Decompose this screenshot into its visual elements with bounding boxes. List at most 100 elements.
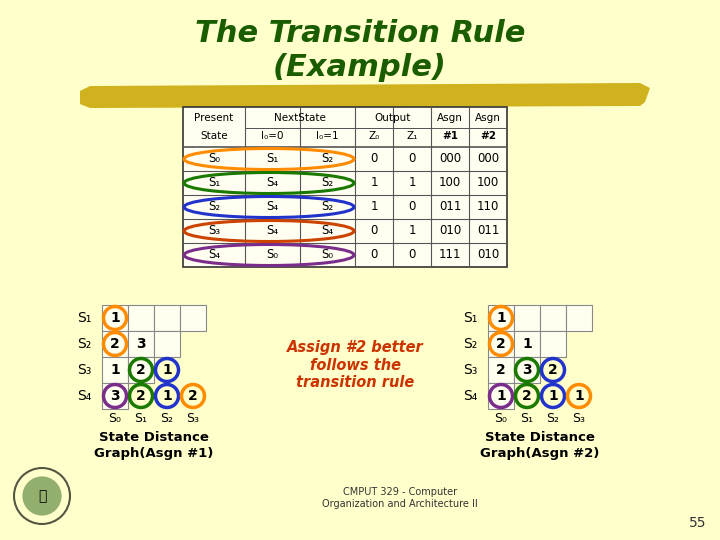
Text: I₀=0: I₀=0 bbox=[261, 131, 284, 141]
FancyBboxPatch shape bbox=[154, 331, 180, 357]
Text: S₃: S₃ bbox=[186, 413, 199, 426]
FancyBboxPatch shape bbox=[540, 331, 566, 357]
Text: 1: 1 bbox=[496, 311, 506, 325]
Text: S₀: S₀ bbox=[495, 413, 508, 426]
Text: S₄: S₄ bbox=[77, 389, 91, 403]
Text: 1: 1 bbox=[110, 363, 120, 377]
Text: S₀: S₀ bbox=[208, 152, 220, 165]
Text: Z₁: Z₁ bbox=[406, 131, 418, 141]
Text: 3: 3 bbox=[110, 389, 120, 403]
Text: 0: 0 bbox=[370, 152, 378, 165]
FancyBboxPatch shape bbox=[488, 305, 514, 331]
FancyBboxPatch shape bbox=[514, 305, 540, 331]
Text: #2: #2 bbox=[480, 131, 496, 141]
Text: S₂: S₂ bbox=[321, 177, 333, 190]
FancyBboxPatch shape bbox=[102, 357, 128, 383]
Text: 000: 000 bbox=[477, 152, 499, 165]
Text: 0: 0 bbox=[408, 248, 415, 261]
Text: S₁: S₁ bbox=[521, 413, 534, 426]
Text: S₂: S₂ bbox=[321, 200, 333, 213]
FancyBboxPatch shape bbox=[514, 357, 540, 383]
Text: 2: 2 bbox=[110, 337, 120, 351]
Text: S₀: S₀ bbox=[266, 248, 279, 261]
Text: Present: Present bbox=[194, 113, 233, 123]
Text: S₄: S₄ bbox=[266, 225, 279, 238]
Text: 0: 0 bbox=[408, 200, 415, 213]
Text: 2: 2 bbox=[188, 389, 198, 403]
Text: Asgn: Asgn bbox=[437, 113, 463, 123]
Text: State: State bbox=[200, 131, 228, 141]
FancyBboxPatch shape bbox=[128, 305, 154, 331]
Text: S₁: S₁ bbox=[266, 152, 279, 165]
FancyBboxPatch shape bbox=[154, 305, 180, 331]
Text: S₂: S₂ bbox=[321, 152, 333, 165]
Text: NextState: NextState bbox=[274, 113, 326, 123]
Text: State Distance: State Distance bbox=[485, 431, 595, 444]
FancyBboxPatch shape bbox=[183, 107, 507, 267]
Text: S₃: S₃ bbox=[463, 363, 477, 377]
Text: 1: 1 bbox=[496, 389, 506, 403]
Text: S₁: S₁ bbox=[77, 311, 91, 325]
FancyBboxPatch shape bbox=[102, 383, 128, 409]
Text: S₂: S₂ bbox=[463, 337, 477, 351]
Text: Graph(Asgn #1): Graph(Asgn #1) bbox=[94, 447, 214, 460]
FancyBboxPatch shape bbox=[102, 305, 128, 331]
FancyBboxPatch shape bbox=[128, 331, 154, 357]
Text: 010: 010 bbox=[439, 225, 461, 238]
Text: 1: 1 bbox=[548, 389, 558, 403]
Text: Output: Output bbox=[375, 113, 411, 123]
Text: 1: 1 bbox=[370, 177, 378, 190]
FancyBboxPatch shape bbox=[128, 357, 154, 383]
Text: S₄: S₄ bbox=[266, 200, 279, 213]
Text: 1: 1 bbox=[370, 200, 378, 213]
Text: S₂: S₂ bbox=[546, 413, 559, 426]
Text: S₄: S₄ bbox=[266, 177, 279, 190]
Text: 1: 1 bbox=[408, 177, 415, 190]
Text: 110: 110 bbox=[477, 200, 499, 213]
Text: S₄: S₄ bbox=[463, 389, 477, 403]
Text: 1: 1 bbox=[162, 363, 172, 377]
Text: S₂: S₂ bbox=[208, 200, 220, 213]
Text: S₀: S₀ bbox=[322, 248, 333, 261]
Text: 0: 0 bbox=[370, 248, 378, 261]
Text: S₁: S₁ bbox=[135, 413, 148, 426]
Text: S₃: S₃ bbox=[208, 225, 220, 238]
Text: S₀: S₀ bbox=[109, 413, 122, 426]
Text: 1: 1 bbox=[522, 337, 532, 351]
Text: S₃: S₃ bbox=[572, 413, 585, 426]
Text: Assign #2 better
follows the
transition rule: Assign #2 better follows the transition … bbox=[287, 340, 423, 390]
Text: S₁: S₁ bbox=[208, 177, 220, 190]
Text: S₃: S₃ bbox=[77, 363, 91, 377]
Text: The Transition Rule: The Transition Rule bbox=[195, 18, 525, 48]
FancyBboxPatch shape bbox=[180, 305, 206, 331]
Text: S₂: S₂ bbox=[77, 337, 91, 351]
Text: Asgn: Asgn bbox=[475, 113, 501, 123]
Text: State Distance: State Distance bbox=[99, 431, 209, 444]
Text: 111: 111 bbox=[438, 248, 462, 261]
Text: 🎓: 🎓 bbox=[38, 489, 46, 503]
Text: 1: 1 bbox=[408, 225, 415, 238]
Text: 2: 2 bbox=[548, 363, 558, 377]
Text: 3: 3 bbox=[136, 337, 146, 351]
Text: 011: 011 bbox=[477, 225, 499, 238]
FancyBboxPatch shape bbox=[488, 383, 514, 409]
Text: 011: 011 bbox=[438, 200, 462, 213]
FancyBboxPatch shape bbox=[488, 331, 514, 357]
Text: 100: 100 bbox=[439, 177, 461, 190]
FancyBboxPatch shape bbox=[102, 331, 128, 357]
Text: Graph(Asgn #2): Graph(Asgn #2) bbox=[480, 447, 600, 460]
Text: 2: 2 bbox=[496, 337, 506, 351]
Text: S₄: S₄ bbox=[208, 248, 220, 261]
FancyBboxPatch shape bbox=[566, 305, 592, 331]
Text: 000: 000 bbox=[439, 152, 461, 165]
Polygon shape bbox=[80, 83, 650, 108]
Text: 2: 2 bbox=[136, 389, 146, 403]
Text: 0: 0 bbox=[370, 225, 378, 238]
Text: S₂: S₂ bbox=[161, 413, 174, 426]
Text: S₄: S₄ bbox=[321, 225, 333, 238]
Text: 55: 55 bbox=[688, 516, 706, 530]
Text: 1: 1 bbox=[110, 311, 120, 325]
FancyBboxPatch shape bbox=[488, 357, 514, 383]
Text: 2: 2 bbox=[496, 363, 506, 377]
Text: S₁: S₁ bbox=[463, 311, 477, 325]
